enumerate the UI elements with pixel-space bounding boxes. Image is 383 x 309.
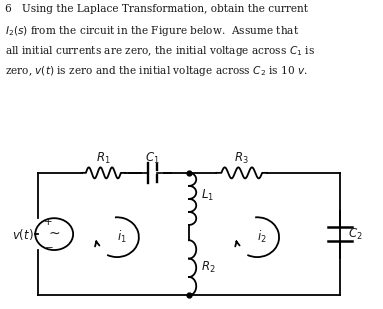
Text: 6   Using the Laplace Transformation, obtain the current: 6 Using the Laplace Transformation, obta…	[5, 4, 308, 15]
Text: $I_2(s)$ from the circuit in the Figure below.  Assume that: $I_2(s)$ from the circuit in the Figure …	[5, 24, 299, 38]
Text: ~: ~	[48, 227, 60, 241]
Text: +: +	[44, 218, 53, 227]
Text: $L_1$: $L_1$	[201, 188, 214, 203]
Text: $C_1$: $C_1$	[145, 151, 160, 166]
Text: $R_3$: $R_3$	[234, 151, 249, 166]
Text: zero, $v(t)$ is zero and the initial voltage across $C_2$ is 10 $v$.: zero, $v(t)$ is zero and the initial vol…	[5, 64, 308, 78]
Text: $i_2$: $i_2$	[257, 229, 267, 245]
Text: $i_1$: $i_1$	[116, 229, 126, 245]
Text: $R_2$: $R_2$	[201, 260, 215, 275]
Text: $C_2$: $C_2$	[348, 226, 363, 242]
Text: all initial currents are zero, the initial voltage across $C_1$ is: all initial currents are zero, the initi…	[5, 44, 315, 58]
Text: $-$: $-$	[44, 241, 54, 251]
Text: $R_1$: $R_1$	[96, 151, 111, 166]
Text: $v(t)$: $v(t)$	[12, 226, 33, 242]
